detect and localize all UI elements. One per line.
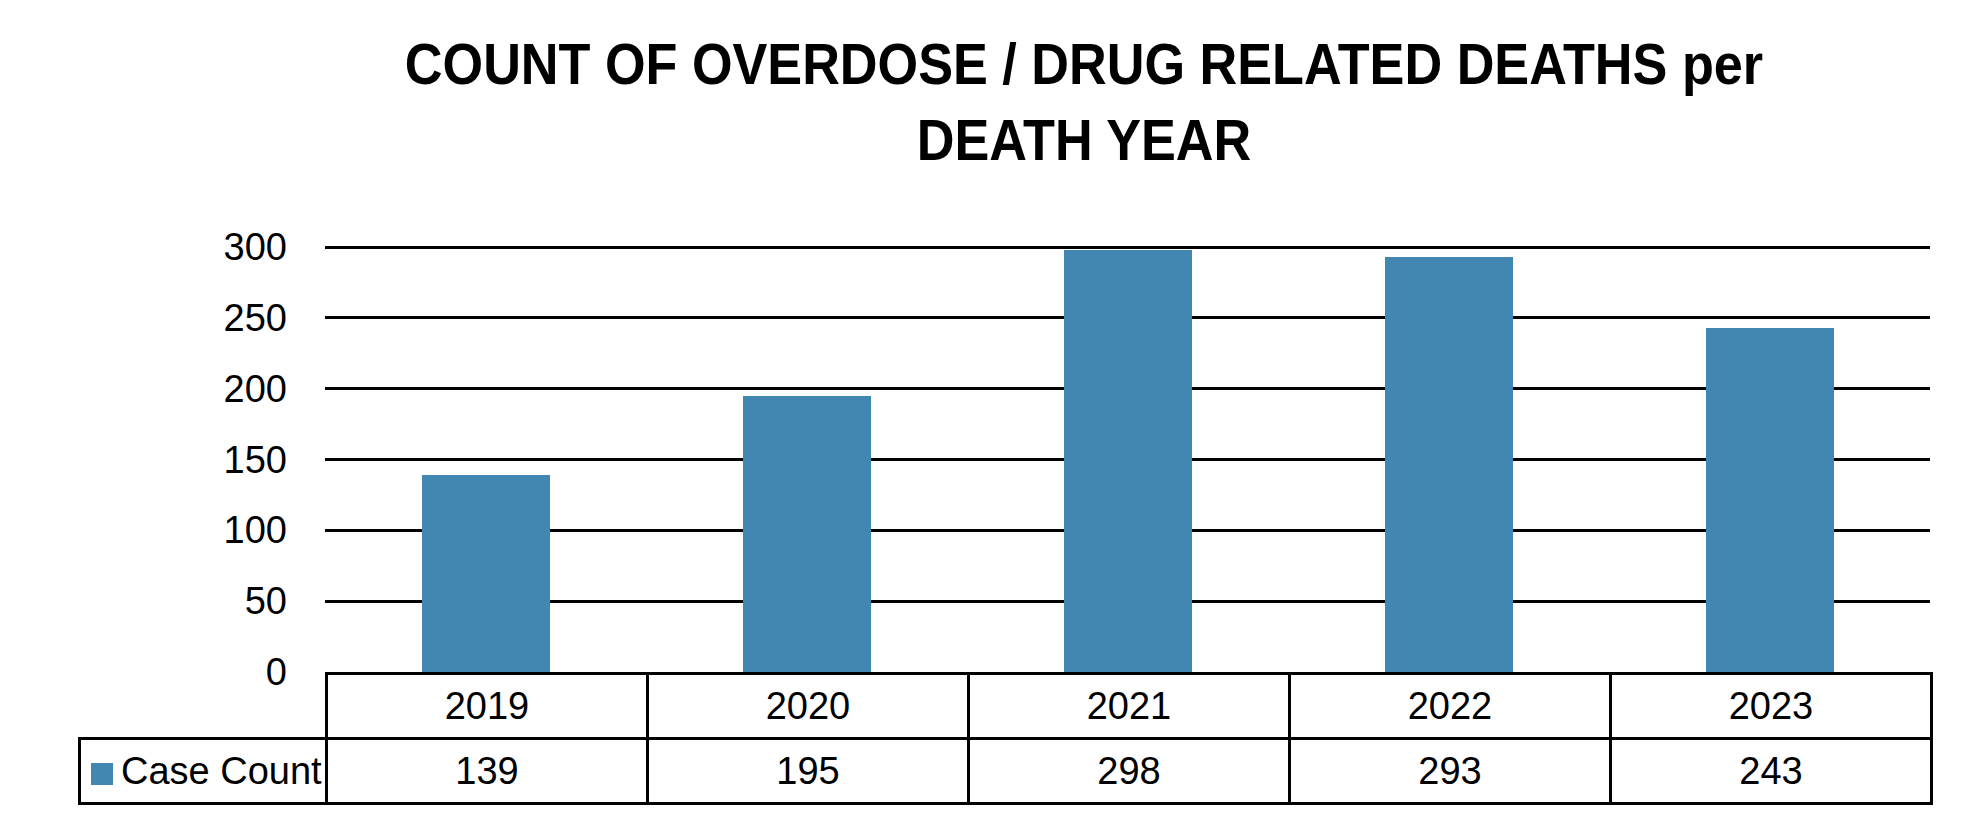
y-axis-tick-label-300: 300: [167, 223, 287, 271]
category-cell-2021: 2021: [969, 674, 1290, 739]
bar-2021: [1064, 250, 1192, 672]
y-axis-tick-label-50: 50: [167, 577, 287, 625]
table-corner-blank: [80, 674, 327, 739]
data-table: 20192020202120222023Case Count1391952982…: [78, 672, 1933, 805]
value-cell-2020: 195: [648, 739, 969, 804]
chart-canvas: COUNT OF OVERDOSE / DRUG RELATED DEATHS …: [0, 0, 1980, 825]
value-cell-2023: 243: [1611, 739, 1932, 804]
y-axis-tick-label-100: 100: [167, 506, 287, 554]
value-cell-2021: 298: [969, 739, 1290, 804]
chart-title-line-2: DEATH YEAR: [278, 102, 1891, 178]
bar-2020: [743, 396, 871, 672]
bar-2019: [422, 475, 550, 672]
legend-cell: Case Count: [80, 739, 327, 804]
bar-2023: [1706, 328, 1834, 672]
category-cell-2022: 2022: [1290, 674, 1611, 739]
category-cell-2023: 2023: [1611, 674, 1932, 739]
value-cell-2019: 139: [327, 739, 648, 804]
y-axis-tick-label-200: 200: [167, 365, 287, 413]
y-axis-tick-label-250: 250: [167, 294, 287, 342]
chart-title: COUNT OF OVERDOSE / DRUG RELATED DEATHS …: [188, 26, 1980, 178]
category-cell-2019: 2019: [327, 674, 648, 739]
bar-2022: [1385, 257, 1513, 672]
gridline-y-300: [325, 246, 1930, 249]
y-axis-tick-label-150: 150: [167, 436, 287, 484]
table-row-categories: 20192020202120222023: [80, 674, 1932, 739]
legend-label: Case Count: [121, 750, 322, 792]
table-row-values: Case Count139195298293243: [80, 739, 1932, 804]
legend-marker-icon: [91, 763, 113, 785]
category-cell-2020: 2020: [648, 674, 969, 739]
value-cell-2022: 293: [1290, 739, 1611, 804]
data-table-body: 20192020202120222023Case Count1391952982…: [80, 674, 1932, 804]
chart-title-line-1: COUNT OF OVERDOSE / DRUG RELATED DEATHS …: [278, 26, 1891, 102]
